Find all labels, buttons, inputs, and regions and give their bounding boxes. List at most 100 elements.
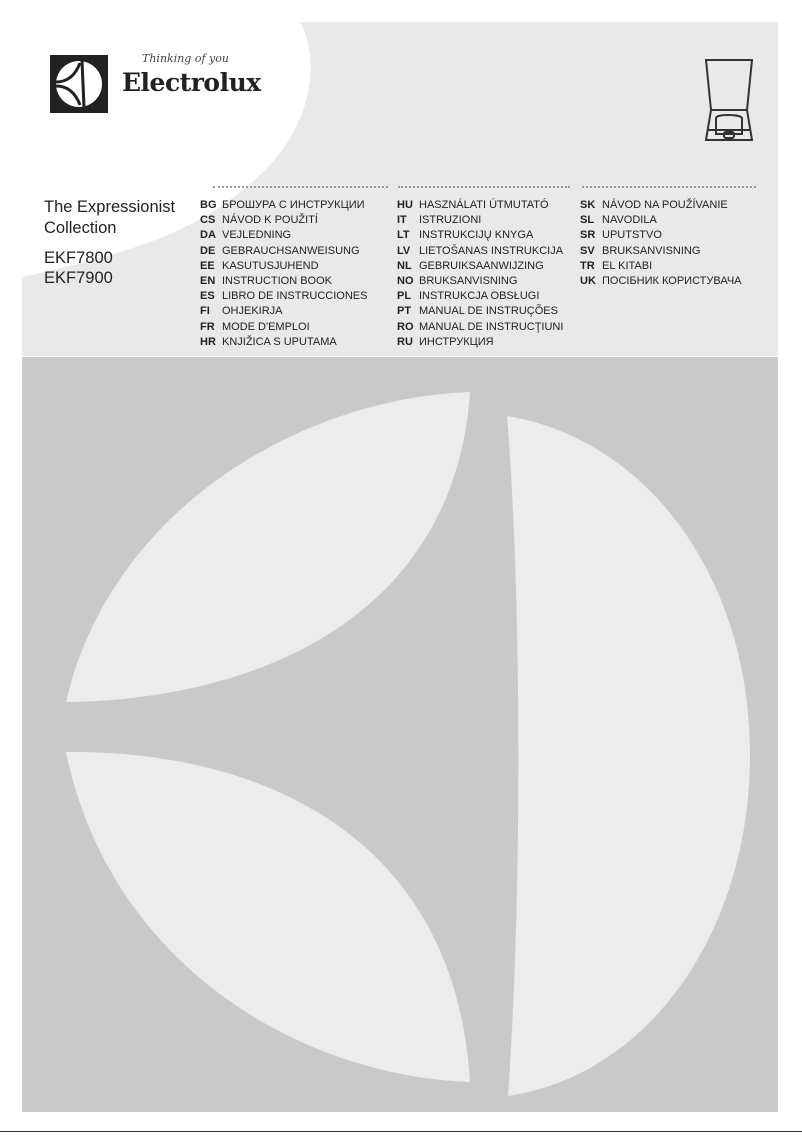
language-title: BRUKSANVISNING xyxy=(602,244,701,257)
emblem-right-half xyxy=(507,416,750,1096)
language-title: NAVODILA xyxy=(602,214,657,227)
language-code: TR xyxy=(580,259,595,272)
language-code: LV xyxy=(397,244,411,257)
language-title: INSTRUCTION BOOK xyxy=(222,275,333,288)
language-title: BRUKSANVISNING xyxy=(419,275,518,288)
language-code: SV xyxy=(580,244,595,257)
language-entry: DE GEBRAUCHSANWEISUNG xyxy=(200,244,367,259)
dotted-divider xyxy=(398,186,570,188)
language-code: LT xyxy=(397,229,410,242)
language-title: INSTRUKCJA OBSŁUGI xyxy=(419,290,540,303)
product-title: The Expressionist Collection xyxy=(44,197,175,239)
language-code: DA xyxy=(200,229,216,242)
title-line: The Expressionist xyxy=(44,198,176,216)
emblem-panel xyxy=(22,357,778,1112)
language-entry: BG БРОШУРА С ИНСТРУКЦИИ xyxy=(200,198,367,213)
language-title: NÁVOD NA POUŽÍVANIE xyxy=(602,199,728,211)
model-numbers: EKF7800 EKF7900 xyxy=(44,248,113,288)
language-entry: SK NÁVOD NA POUŽÍVANIE xyxy=(580,198,741,213)
language-entry: EN INSTRUCTION BOOK xyxy=(200,274,367,289)
language-entry: EE KASUTUSJUHEND xyxy=(200,259,367,274)
bottom-rule xyxy=(0,1131,802,1132)
language-title: EL KITABI xyxy=(602,259,653,272)
language-code: SK xyxy=(580,199,596,211)
language-title: LIETOŠANAS INSTRUKCIJA xyxy=(419,244,564,257)
language-entry: NL GEBRUIKSAANWIJZING xyxy=(397,259,563,274)
language-title: LIBRO DE INSTRUCCIONES xyxy=(222,290,368,303)
language-entry: RO MANUAL DE INSTRUCŢIUNI xyxy=(397,320,563,335)
language-code: EE xyxy=(200,259,215,272)
coffee-maker-icon xyxy=(704,59,754,141)
dotted-divider xyxy=(582,186,756,188)
language-title: INSTRUKCIJŲ KNYGA xyxy=(419,229,534,242)
language-code: DE xyxy=(200,244,216,257)
dotted-divider xyxy=(213,186,388,188)
emblem-lower-leaf xyxy=(66,751,470,1082)
language-title: KASUTUSJUHEND xyxy=(222,259,319,272)
language-entry: FI OHJEKIRJA xyxy=(200,304,367,319)
title-line: Collection xyxy=(44,219,117,237)
language-title: GEBRAUCHSANWEISUNG xyxy=(222,244,360,257)
language-title: MODE D'EMPLOI xyxy=(222,320,310,333)
language-entry: DA VEJLEDNING xyxy=(200,228,367,243)
language-title: KNJIŽICA S UPUTAMA xyxy=(222,335,337,348)
language-entry: HR KNJIŽICA S UPUTAMA xyxy=(200,335,367,350)
language-code: SL xyxy=(580,214,595,227)
language-entry: SV BRUKSANVISNING xyxy=(580,244,741,259)
language-title: ПОСІБНИК КОРИСТУВАЧА xyxy=(602,275,742,288)
language-code: PT xyxy=(397,305,412,318)
language-entry: PL INSTRUKCJA OBSŁUGI xyxy=(397,289,563,304)
language-code: ES xyxy=(200,290,215,303)
language-column: BG БРОШУРА С ИНСТРУКЦИИ CS NÁVOD K POUŽITÍ D… xyxy=(200,198,367,350)
language-title: NÁVOD K POUŽITÍ xyxy=(222,214,318,227)
large-emblem-icon xyxy=(66,392,750,1096)
language-entry: UK ПОСІБНИК КОРИСТУВАЧА xyxy=(580,274,741,289)
language-title: ИНСТРУКЦИЯ xyxy=(419,335,494,348)
language-title: OHJEKIRJA xyxy=(222,305,283,318)
language-code: PL xyxy=(397,290,412,303)
language-code: HR xyxy=(200,335,216,348)
language-entry: SR UPUTSTVO xyxy=(580,228,741,243)
language-code: IT xyxy=(397,214,407,227)
language-title: UPUTSTVO xyxy=(602,229,662,242)
language-column: HU HASZNÁLATI ÚTMUTATÓ IT ISTRUZIONI LT INSTR… xyxy=(397,198,563,350)
language-entry: TR EL KITABI xyxy=(580,259,741,274)
language-entry: LT INSTRUKCIJŲ KNYGA xyxy=(397,228,563,243)
language-entry: HU HASZNÁLATI ÚTMUTATÓ xyxy=(397,198,563,213)
language-entry: IT ISTRUZIONI xyxy=(397,213,563,228)
language-column: SK NÁVOD NA POUŽÍVANIE SL NAVODILA SR UPUTSTV… xyxy=(580,198,741,289)
language-entry: SL NAVODILA xyxy=(580,213,741,228)
language-entry: FR MODE D'EMPLOI xyxy=(200,320,367,335)
emblem-upper-leaf xyxy=(66,392,470,702)
language-title: GEBRUIKSAANWIJZING xyxy=(419,259,544,272)
language-entry: NO BRUKSANVISNING xyxy=(397,274,563,289)
language-entry: PT MANUAL DE INSTRUÇÕES xyxy=(397,304,563,319)
language-title: БРОШУРА С ИНСТРУКЦИИ xyxy=(222,199,365,211)
language-code: UK xyxy=(580,275,596,288)
brand-tagline: Thinking of you xyxy=(142,52,229,65)
language-title: HASZNÁLATI ÚTMUTATÓ xyxy=(419,199,549,211)
language-code: FI xyxy=(200,305,210,318)
language-entry: CS NÁVOD K POUŽITÍ xyxy=(200,213,367,228)
language-title: MANUAL DE INSTRUÇÕES xyxy=(419,305,558,318)
language-code: RO xyxy=(397,320,414,333)
model-number: EKF7900 xyxy=(44,269,113,287)
brand-name: Electrolux xyxy=(122,68,261,97)
model-number: EKF7800 xyxy=(44,249,113,267)
language-code: BG xyxy=(200,199,217,211)
language-code: FR xyxy=(200,320,215,333)
language-entry: ES LIBRO DE INSTRUCCIONES xyxy=(200,289,367,304)
language-code: RU xyxy=(397,335,413,348)
language-code: NO xyxy=(397,275,414,288)
electrolux-emblem-icon xyxy=(50,55,108,113)
language-code: EN xyxy=(200,275,216,288)
language-entry: LV LIETOŠANAS INSTRUKCIJA xyxy=(397,244,563,259)
language-title: ISTRUZIONI xyxy=(419,214,482,227)
language-entry: RU ИНСТРУКЦИЯ xyxy=(397,335,563,350)
header-panel xyxy=(22,22,778,356)
language-code: HU xyxy=(397,199,413,211)
language-title: VEJLEDNING xyxy=(222,229,292,242)
language-code: NL xyxy=(397,259,412,272)
language-code: SR xyxy=(580,229,596,242)
language-title: MANUAL DE INSTRUCŢIUNI xyxy=(419,320,564,333)
